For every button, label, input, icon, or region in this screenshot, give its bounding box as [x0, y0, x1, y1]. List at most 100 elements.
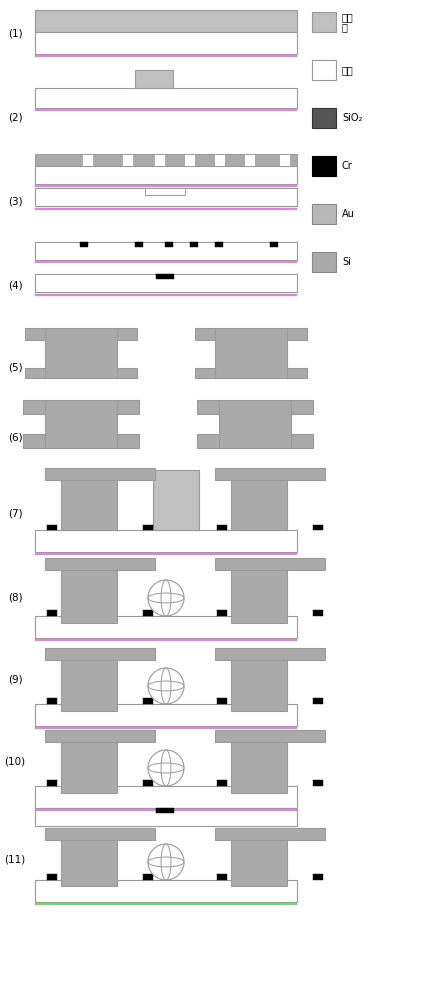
- Text: 光刻
胶: 光刻 胶: [342, 12, 354, 32]
- Bar: [312, 252, 336, 272]
- Bar: [45, 328, 117, 378]
- Bar: [155, 154, 165, 166]
- Bar: [47, 780, 57, 786]
- Text: (2): (2): [7, 113, 22, 123]
- Bar: [35, 553, 297, 555]
- Bar: [215, 154, 225, 166]
- Bar: [231, 840, 287, 886]
- Bar: [61, 742, 117, 793]
- Bar: [25, 368, 45, 378]
- Bar: [23, 434, 45, 448]
- Text: (6): (6): [7, 433, 22, 443]
- Bar: [45, 468, 155, 480]
- Bar: [35, 154, 297, 166]
- Bar: [313, 780, 323, 786]
- Bar: [313, 525, 323, 530]
- Bar: [287, 368, 307, 378]
- Bar: [195, 368, 215, 378]
- Text: (4): (4): [7, 281, 22, 291]
- Text: 玻璃: 玻璃: [342, 65, 354, 75]
- Bar: [287, 328, 307, 340]
- Bar: [312, 60, 336, 80]
- Bar: [153, 470, 199, 530]
- Bar: [143, 874, 153, 880]
- Text: (7): (7): [7, 509, 22, 519]
- Bar: [83, 154, 93, 166]
- Bar: [35, 166, 297, 184]
- Bar: [231, 660, 287, 711]
- Bar: [35, 616, 297, 638]
- Bar: [190, 242, 198, 247]
- Text: Cr: Cr: [342, 161, 353, 171]
- Bar: [165, 242, 173, 247]
- Bar: [312, 12, 336, 32]
- Bar: [312, 204, 336, 224]
- Circle shape: [148, 580, 184, 616]
- Bar: [35, 903, 297, 905]
- Bar: [35, 55, 297, 57]
- Bar: [47, 874, 57, 880]
- Bar: [231, 742, 287, 793]
- Bar: [35, 274, 297, 292]
- Bar: [123, 154, 133, 166]
- Bar: [245, 154, 255, 166]
- Bar: [35, 10, 297, 32]
- Bar: [270, 242, 278, 247]
- Bar: [23, 400, 45, 414]
- Bar: [35, 185, 297, 187]
- Bar: [215, 730, 325, 742]
- Bar: [61, 840, 117, 886]
- Bar: [215, 648, 325, 660]
- Bar: [117, 434, 139, 448]
- Circle shape: [148, 668, 184, 704]
- Bar: [231, 480, 287, 530]
- Bar: [35, 727, 297, 729]
- Bar: [143, 610, 153, 616]
- Text: (5): (5): [7, 363, 22, 373]
- Bar: [35, 294, 297, 296]
- Bar: [35, 154, 297, 166]
- Bar: [45, 730, 155, 742]
- Text: Au: Au: [342, 209, 355, 219]
- Bar: [47, 525, 57, 530]
- Text: (3): (3): [7, 197, 22, 207]
- Bar: [143, 698, 153, 704]
- Bar: [80, 242, 88, 247]
- Bar: [231, 570, 287, 623]
- Bar: [217, 874, 227, 880]
- Bar: [217, 780, 227, 786]
- Bar: [145, 188, 185, 195]
- Bar: [45, 558, 155, 570]
- Text: (1): (1): [7, 29, 22, 39]
- Bar: [291, 434, 313, 448]
- Bar: [312, 108, 336, 128]
- Bar: [215, 468, 325, 480]
- Bar: [217, 698, 227, 704]
- Bar: [291, 400, 313, 414]
- Bar: [61, 480, 117, 530]
- Bar: [215, 558, 325, 570]
- Bar: [35, 208, 297, 210]
- Text: Si: Si: [342, 257, 351, 267]
- Bar: [135, 242, 143, 247]
- Bar: [217, 525, 227, 530]
- Bar: [280, 154, 290, 166]
- Bar: [197, 434, 219, 448]
- Bar: [35, 808, 297, 826]
- Bar: [145, 188, 185, 195]
- Bar: [35, 786, 297, 808]
- Text: (9): (9): [7, 675, 22, 685]
- Bar: [45, 648, 155, 660]
- Bar: [312, 156, 336, 176]
- Bar: [61, 570, 117, 623]
- Bar: [215, 828, 325, 840]
- Bar: [185, 154, 195, 166]
- Text: (11): (11): [4, 855, 26, 865]
- Bar: [35, 188, 297, 206]
- Bar: [195, 328, 215, 340]
- Bar: [215, 242, 223, 247]
- Bar: [117, 400, 139, 414]
- Bar: [135, 70, 173, 88]
- Bar: [156, 808, 174, 813]
- Bar: [47, 610, 57, 616]
